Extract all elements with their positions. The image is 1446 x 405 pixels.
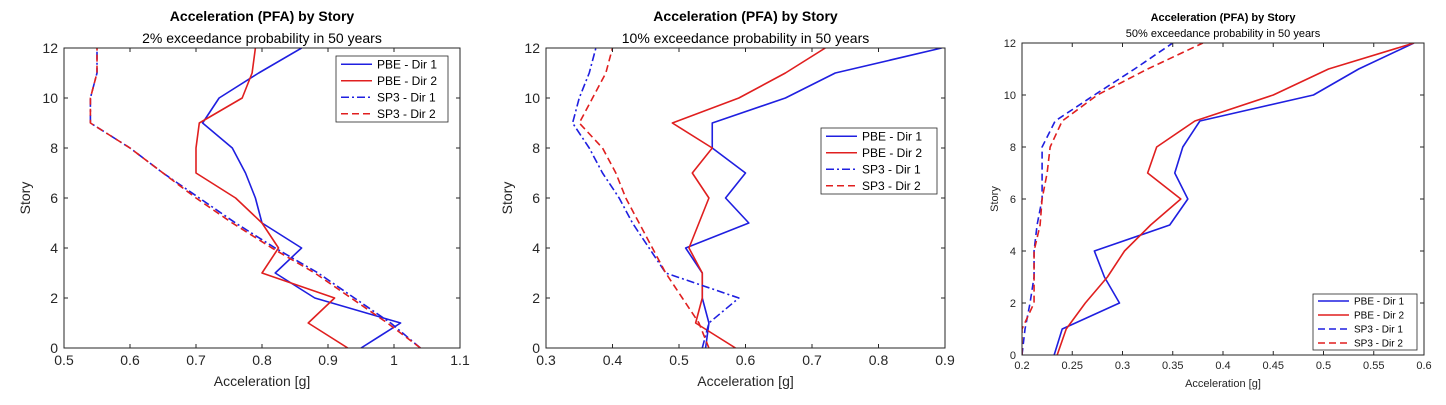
series-line-pbe-dir-2 <box>195 48 349 348</box>
legend: PBE - Dir 1 PBE - Dir 2 SP3 - Dir 1 SP3 - D… <box>820 127 938 195</box>
y-tick-label: 10 <box>524 90 540 106</box>
y-tick-label: 4 <box>50 240 58 256</box>
y-tick-label: 0 <box>50 340 58 356</box>
y-tick-label: 6 <box>50 190 58 206</box>
y-tick-label: 8 <box>50 140 58 156</box>
y-tick-label: 2 <box>1010 298 1016 310</box>
x-tick-label: 0.25 <box>1062 360 1083 372</box>
x-tick-label: 0.7 <box>186 352 206 368</box>
y-tick-label: 6 <box>532 190 540 206</box>
series-line-sp3-dir-2 <box>1022 43 1204 355</box>
legend-label: PBE - Dir 2 <box>377 74 437 88</box>
x-tick-label: 0.45 <box>1263 360 1284 372</box>
x-tick-label: 1.1 <box>450 352 470 368</box>
legend-label: SP3 - Dir 2 <box>862 179 921 193</box>
y-tick-label: 4 <box>1010 246 1016 258</box>
y-tick-label: 4 <box>532 240 540 256</box>
x-tick-label: 0.8 <box>252 352 272 368</box>
legend: PBE - Dir 1 PBE - Dir 2 SP3 - Dir 1 SP3 - D… <box>335 55 449 123</box>
x-tick-label: 0.6 <box>120 352 140 368</box>
series-line-pbe-dir-1 <box>201 48 402 348</box>
y-tick-label: 0 <box>1010 350 1016 362</box>
legend-label: PBE - Dir 2 <box>862 146 922 160</box>
y-tick-label: 0 <box>532 340 540 356</box>
y-tick-label: 10 <box>1004 90 1016 102</box>
series-line-sp3-dir-2 <box>89 48 421 348</box>
x-tick-label: 0.2 <box>1014 360 1029 372</box>
chart-subtitle: 50% exceedance probability in 50 years <box>1126 28 1321 40</box>
y-tick-label: 2 <box>50 290 58 306</box>
x-axis-label: Acceleration [g] <box>1185 378 1261 390</box>
y-tick-label: 12 <box>524 40 540 56</box>
x-tick-label: 0.6 <box>736 352 756 368</box>
y-axis-label: Story <box>989 186 1001 212</box>
y-tick-label: 10 <box>42 90 58 106</box>
legend-label: SP3 - Dir 2 <box>377 107 436 121</box>
y-tick-label: 6 <box>1010 194 1016 206</box>
plot-area-frame <box>545 47 946 349</box>
chart-title: Acceleration (PFA) by Story <box>653 8 838 24</box>
x-axis-label: Acceleration [g] <box>214 373 311 389</box>
chart-2: Acceleration (PFA) by Story 10% exceedanc… <box>499 8 955 389</box>
legend-label: PBE - Dir 2 <box>1354 311 1404 322</box>
chart-subtitle: 2% exceedance probability in 50 years <box>142 30 382 46</box>
legend-label: PBE - Dir 1 <box>862 129 922 143</box>
chart-1: Acceleration (PFA) by Story 2% exceedance… <box>17 8 470 389</box>
x-tick-label: 0.8 <box>869 352 889 368</box>
series-line-sp3-dir-1 <box>1022 43 1174 355</box>
series-line-pbe-dir-1 <box>684 48 942 348</box>
chart-title: Acceleration (PFA) by Story <box>1151 12 1297 24</box>
legend-box <box>335 55 449 123</box>
x-tick-label: 0.3 <box>1115 360 1130 372</box>
x-tick-label: 0.3 <box>536 352 556 368</box>
x-axis-label: Acceleration [g] <box>697 373 794 389</box>
legend-label: PBE - Dir 1 <box>377 57 437 71</box>
legend-box <box>1312 293 1418 351</box>
series-line-pbe-dir-1 <box>1053 43 1415 355</box>
x-tick-label: 0.7 <box>802 352 822 368</box>
y-tick-label: 12 <box>1004 38 1016 50</box>
legend-label: SP3 - Dir 2 <box>1354 339 1403 350</box>
x-tick-label: 0.4 <box>603 352 623 368</box>
series-line-pbe-dir-2 <box>671 48 826 348</box>
chart-3: Acceleration (PFA) by Story 50% exceedanc… <box>989 12 1432 390</box>
x-tick-label: 0.5 <box>1316 360 1331 372</box>
x-tick-label: 0.55 <box>1363 360 1384 372</box>
x-tick-label: 0.6 <box>1416 360 1431 372</box>
legend-box <box>820 127 938 195</box>
x-tick-label: 0.9 <box>318 352 338 368</box>
series-line-sp3-dir-2 <box>578 48 710 348</box>
series-line-pbe-dir-2 <box>1056 43 1415 355</box>
chart-subtitle: 10% exceedance probability in 50 years <box>622 30 870 46</box>
y-tick-label: 8 <box>1010 142 1016 154</box>
series-line-sp3-dir-1 <box>89 48 421 348</box>
y-axis-label: Story <box>17 182 33 215</box>
legend-label: PBE - Dir 1 <box>1354 297 1404 308</box>
y-tick-label: 8 <box>532 140 540 156</box>
legend: PBE - Dir 1 PBE - Dir 2 SP3 - Dir 1 SP3 - D… <box>1312 293 1418 351</box>
y-tick-label: 2 <box>532 290 540 306</box>
x-tick-label: 0.5 <box>54 352 74 368</box>
x-tick-label: 0.9 <box>935 352 955 368</box>
x-tick-label: 0.5 <box>669 352 689 368</box>
legend-label: SP3 - Dir 1 <box>377 90 436 104</box>
x-tick-label: 0.4 <box>1215 360 1230 372</box>
y-axis-label: Story <box>499 182 515 215</box>
y-tick-label: 12 <box>42 40 58 56</box>
x-tick-label: 1 <box>390 352 398 368</box>
chart-title: Acceleration (PFA) by Story <box>170 8 355 24</box>
legend-label: SP3 - Dir 1 <box>1354 325 1403 336</box>
legend-label: SP3 - Dir 1 <box>862 162 921 176</box>
x-tick-label: 0.35 <box>1162 360 1183 372</box>
series-line-sp3-dir-1 <box>571 48 740 348</box>
